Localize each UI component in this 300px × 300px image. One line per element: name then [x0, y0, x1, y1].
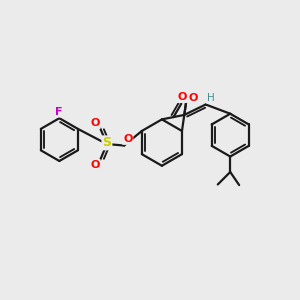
- Text: O: O: [188, 93, 198, 103]
- Text: O: O: [90, 118, 100, 128]
- Text: H: H: [207, 93, 215, 103]
- Text: O: O: [178, 92, 187, 102]
- Text: S: S: [102, 136, 111, 149]
- Text: O: O: [123, 134, 132, 144]
- Text: O: O: [90, 160, 100, 170]
- Text: F: F: [55, 107, 62, 117]
